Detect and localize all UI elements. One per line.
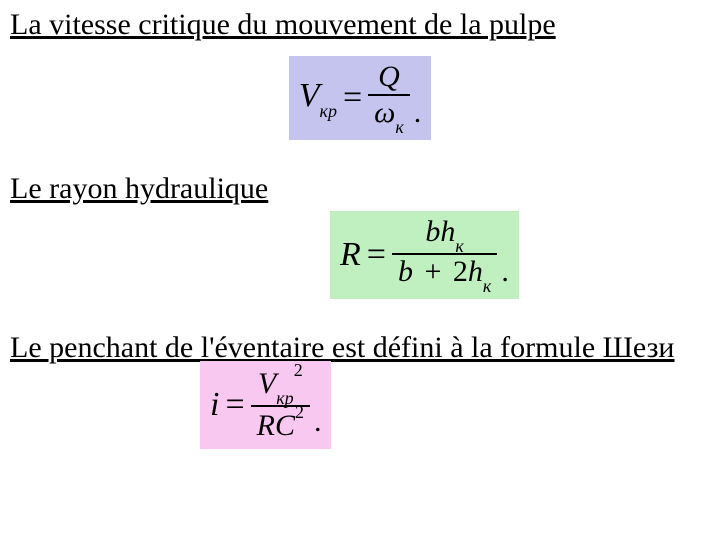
f3-num-sub: кр <box>276 388 293 408</box>
formula-row-2: R = bhк b + 2hк . <box>10 211 710 299</box>
heading-3: Le penchant de l'éventaire est défini à … <box>10 329 710 367</box>
formula-3: i = Vкр2 RC2 . <box>200 361 331 449</box>
period-2: . <box>497 257 509 293</box>
slide: La vitesse critique du mouvement de la p… <box>0 0 720 489</box>
period-1: . <box>410 98 422 134</box>
formula-row-3: i = Vкр2 RC2 . <box>10 361 710 449</box>
f1-frac: Q ωк <box>368 62 410 134</box>
f3-den-a: R <box>257 409 275 442</box>
f2-num-a: b <box>425 215 440 248</box>
equals-1: = <box>337 81 368 115</box>
f2-den-op: + <box>420 255 445 288</box>
f3-frac: Vкр2 RC2 <box>251 367 310 443</box>
f1-num: Q <box>378 60 400 93</box>
heading-2: Le rayon hydraulique <box>10 170 710 208</box>
f1-den-sub: к <box>395 117 403 137</box>
f3-den-b-sup: 2 <box>295 402 304 422</box>
equals-3: = <box>219 388 250 422</box>
f1-lhs-sub: кр <box>320 101 337 121</box>
f2-frac: bhк b + 2hк <box>392 217 497 293</box>
f2-den-b: h <box>468 255 483 288</box>
f3-num-sup: 2 <box>294 360 303 380</box>
f2-lhs-var: R <box>340 236 361 273</box>
heading-1: La vitesse critique du mouvement de la p… <box>10 6 710 44</box>
f2-den-b-coef: 2 <box>453 255 468 288</box>
f3-num-var: V <box>258 367 276 400</box>
f3-den-b: C <box>275 409 295 442</box>
f1-den-var: ω <box>374 96 395 129</box>
period-3: . <box>310 407 322 443</box>
formula-row-1: Vкр = Q ωк . <box>10 56 710 140</box>
f2-den-b-sub: к <box>483 276 491 296</box>
f1-lhs-var: V <box>299 77 320 114</box>
equals-2: = <box>361 238 392 272</box>
f3-lhs-var: i <box>210 386 219 423</box>
f2-num-b-sub: к <box>455 236 463 256</box>
f2-num-b: h <box>440 215 455 248</box>
f2-den-a: b <box>398 255 413 288</box>
formula-2: R = bhк b + 2hк . <box>330 211 519 299</box>
formula-1: Vкр = Q ωк . <box>289 56 432 140</box>
